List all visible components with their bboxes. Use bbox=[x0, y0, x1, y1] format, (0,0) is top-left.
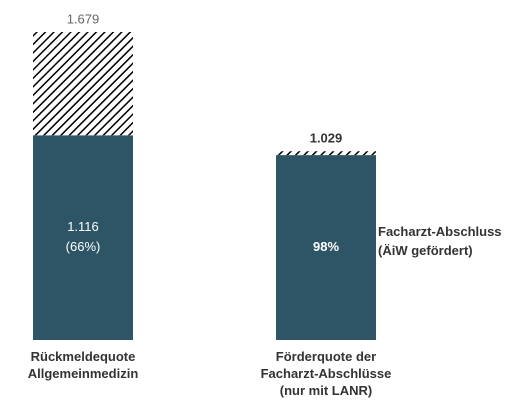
total-label: 1.679 bbox=[67, 11, 100, 26]
hatched-segment bbox=[33, 32, 133, 136]
category-label: Förderquote der Facharzt-Abschlüsse (nur… bbox=[260, 349, 392, 398]
total-label: 1.029 bbox=[310, 131, 343, 146]
hatched-segment bbox=[276, 151, 376, 156]
value-label: 1.116 bbox=[67, 219, 99, 234]
legend-label: Facharzt-Abschluss (ÄiW gefördert) bbox=[378, 224, 502, 258]
bar-segment bbox=[276, 155, 376, 340]
category-label: Rückmeldequote Allgemeinmedizin bbox=[27, 349, 139, 381]
share-label: 98% bbox=[313, 239, 339, 254]
share-label: (66%) bbox=[66, 239, 101, 254]
bar-segment bbox=[33, 135, 133, 340]
